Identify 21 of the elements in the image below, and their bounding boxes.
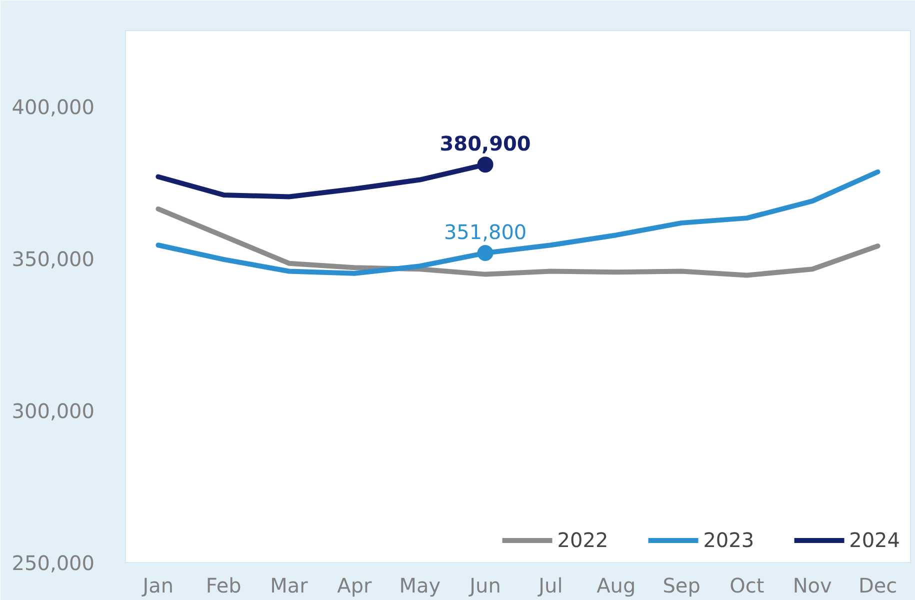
legend-label: 2022 (557, 528, 608, 552)
y-tick-label: 350,000 (12, 247, 95, 271)
y-tick-label: 300,000 (12, 399, 95, 423)
x-tick-label: Oct (730, 574, 764, 598)
x-tick-label: Jul (536, 574, 563, 598)
data-label: 351,800 (444, 220, 527, 244)
y-tick-label: 250,000 (12, 551, 95, 575)
x-tick-label: Feb (206, 574, 242, 598)
legend-label: 2023 (703, 528, 754, 552)
x-tick-label: Sep (662, 574, 700, 598)
y-tick-label: 400,000 (12, 95, 95, 119)
x-tick-label: Dec (858, 574, 898, 598)
data-label: 380,900 (440, 132, 531, 156)
x-tick-label: Mar (270, 574, 309, 598)
x-tick-label: Jan (140, 574, 174, 598)
x-tick-label: Aug (596, 574, 636, 598)
x-tick-label: Jun (468, 574, 501, 598)
legend-label: 2024 (849, 528, 900, 552)
x-tick-label: Apr (337, 574, 373, 598)
x-tick-label: May (399, 574, 441, 598)
x-tick-label: Nov (792, 574, 832, 598)
